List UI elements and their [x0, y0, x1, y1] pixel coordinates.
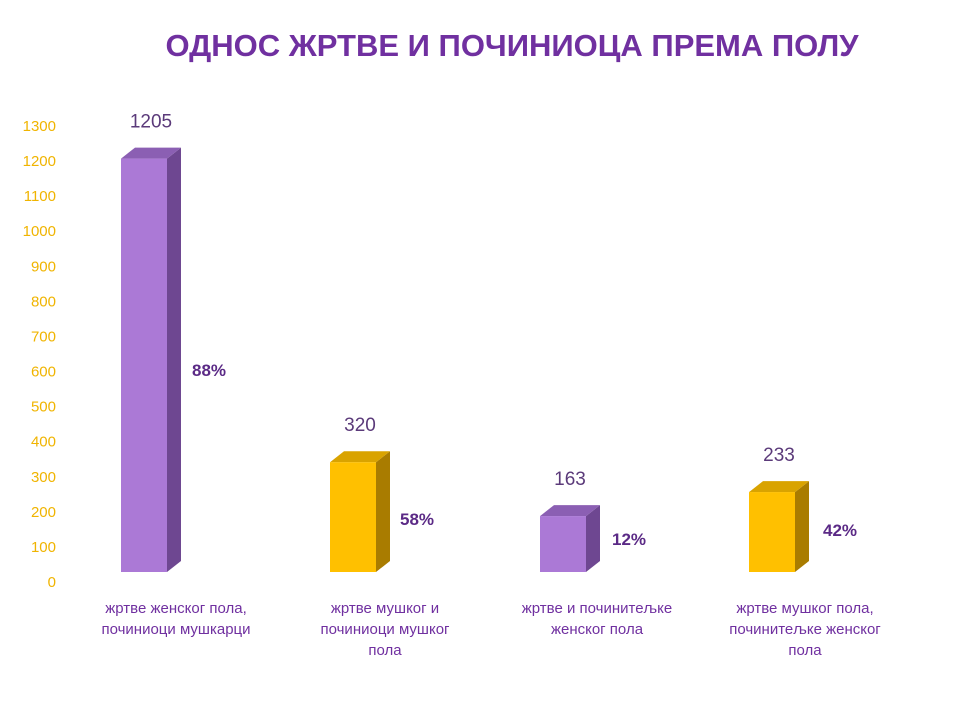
data-label: 1205 — [130, 112, 172, 133]
data-label: 163 — [554, 469, 586, 490]
y-tick-label: 1300 — [23, 118, 56, 135]
bar-top — [540, 505, 600, 517]
data-label: 233 — [763, 445, 795, 466]
y-tick-label: 1000 — [23, 223, 56, 240]
bar-front — [330, 462, 376, 572]
category-label-line: пола — [788, 642, 822, 659]
bar-top — [121, 147, 181, 159]
x-axis: жртве женског пола, починиоци мушкарцижрт… — [101, 600, 881, 659]
bar-side — [167, 147, 181, 573]
category-label-line: жртве мушког и — [331, 600, 439, 617]
y-axis: 1300120011001000900800700600500400300200… — [23, 118, 56, 591]
percent-label: 58% — [400, 510, 434, 529]
category-label-line: починиоци мушкарци — [101, 621, 250, 638]
category-label-line: жртве женског пола, — [105, 600, 247, 617]
category-label-line: починиоци мушког — [320, 621, 450, 638]
category-label-line: жртве и починитељке — [522, 600, 672, 617]
bar-side — [586, 505, 600, 572]
bar: 163 12% — [540, 469, 646, 572]
bar-top — [749, 481, 809, 493]
bar-front — [540, 516, 586, 572]
bar: 320 58% — [330, 415, 434, 572]
category-label-line: починитељке женског — [729, 621, 881, 638]
category-label-line: женског пола — [551, 621, 644, 638]
bar-group: 1205 88% 320 58% 163 12% 233 42% — [121, 112, 857, 573]
y-tick-label: 400 — [31, 434, 56, 451]
percent-label: 88% — [192, 361, 226, 380]
chart-title: ОДНОС ЖРТВЕ И ПОЧИНИОЦА ПРЕМА ПОЛУ — [165, 28, 859, 63]
y-tick-label: 200 — [31, 504, 56, 521]
bar-top — [330, 451, 390, 463]
bar-side — [795, 481, 809, 572]
bar-front — [121, 158, 167, 573]
category-label: жртве мушког пола, починитељке женског пол… — [729, 600, 881, 659]
y-tick-label: 800 — [31, 293, 56, 310]
y-tick-label: 900 — [31, 258, 56, 275]
y-tick-label: 300 — [31, 469, 56, 486]
y-tick-label: 600 — [31, 364, 56, 381]
percent-label: 12% — [612, 530, 646, 549]
bar: 1205 88% — [121, 112, 226, 573]
bar: 233 42% — [749, 445, 857, 572]
y-tick-label: 0 — [48, 574, 56, 591]
category-label: жртве и починитељке женског пола — [522, 600, 672, 638]
y-tick-label: 700 — [31, 328, 56, 345]
category-label-line: жртве мушког пола, — [736, 600, 873, 617]
y-tick-label: 100 — [31, 539, 56, 556]
category-label: жртве мушког и починиоци мушког пола — [320, 600, 450, 659]
bar-front — [749, 492, 795, 572]
category-label: жртве женског пола, починиоци мушкарци — [101, 600, 250, 638]
data-label: 320 — [344, 415, 376, 436]
percent-label: 42% — [823, 521, 857, 540]
category-label-line: пола — [368, 642, 402, 659]
y-tick-label: 500 — [31, 399, 56, 416]
bar-side — [376, 451, 390, 572]
y-tick-label: 1100 — [24, 188, 56, 205]
y-tick-label: 1200 — [23, 153, 56, 170]
